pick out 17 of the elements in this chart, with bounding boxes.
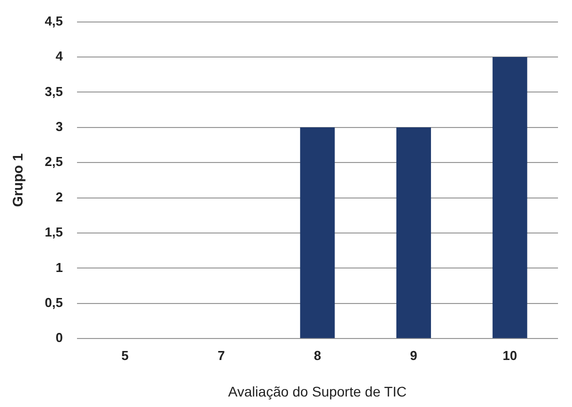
y-tick-label: 2: [56, 189, 63, 204]
y-tick-label: 1,5: [44, 224, 63, 240]
x-tick-label: 7: [218, 348, 225, 363]
y-tick-label: 0: [56, 330, 63, 346]
y-tick-label: 3,5: [44, 84, 63, 99]
y-tick-label: 2,5: [44, 154, 63, 170]
y-tick-label: 0,5: [44, 294, 63, 310]
y-axis-title: Grupo 1: [9, 153, 26, 208]
y-tick-label: 4,5: [44, 13, 63, 28]
x-tick-label: 5: [121, 348, 129, 363]
y-tick-label: 4: [56, 48, 64, 64]
y-tick-label: 1: [56, 260, 63, 275]
x-axis-title: Avaliação do Suporte de TIC: [228, 383, 407, 400]
y-tick-label: 3: [56, 118, 63, 134]
x-tick-label: 8: [314, 348, 322, 363]
x-tick-label: 9: [410, 348, 418, 363]
x-tick-label: 10: [502, 348, 518, 363]
